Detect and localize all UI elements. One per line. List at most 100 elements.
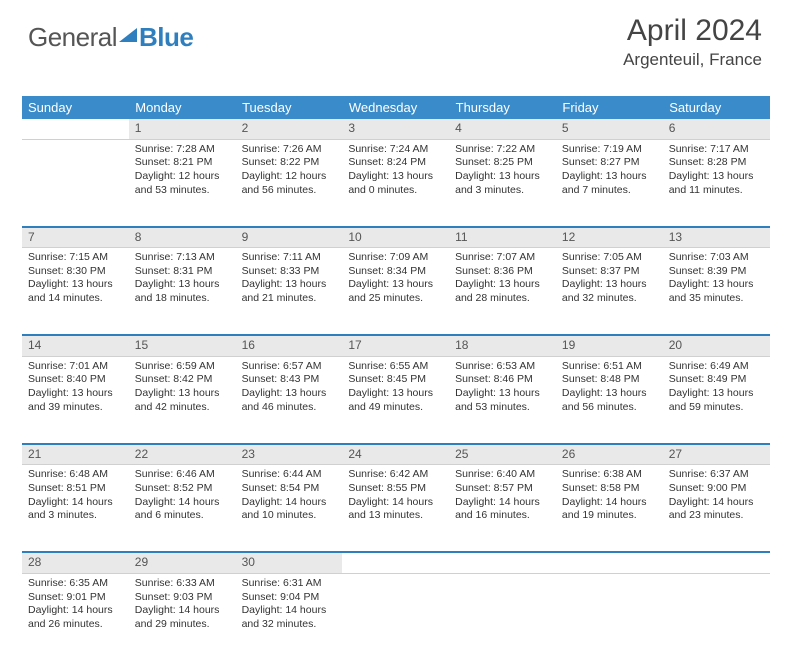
day-cell-content: Sunrise: 7:28 AMSunset: 8:21 PMDaylight:… — [129, 140, 236, 204]
day-cell: Sunrise: 6:37 AMSunset: 9:00 PMDaylight:… — [663, 465, 770, 553]
day-header: Saturday — [663, 96, 770, 119]
week-row: Sunrise: 6:35 AMSunset: 9:01 PMDaylight:… — [22, 573, 770, 660]
day-cell-content: Sunrise: 6:44 AMSunset: 8:54 PMDaylight:… — [236, 465, 343, 529]
week-row: Sunrise: 6:48 AMSunset: 8:51 PMDaylight:… — [22, 465, 770, 553]
brand-logo: General Blue — [28, 22, 193, 53]
day-cell: Sunrise: 6:38 AMSunset: 8:58 PMDaylight:… — [556, 465, 663, 553]
day-number: 25 — [449, 445, 556, 465]
day-number: 5 — [556, 119, 663, 139]
day-number — [22, 119, 129, 139]
day-header: Sunday — [22, 96, 129, 119]
day-cell: Sunrise: 6:31 AMSunset: 9:04 PMDaylight:… — [236, 573, 343, 660]
day-number: 17 — [342, 336, 449, 356]
day-number — [449, 553, 556, 573]
day-cell-content: Sunrise: 6:49 AMSunset: 8:49 PMDaylight:… — [663, 357, 770, 421]
week-row: Sunrise: 7:28 AMSunset: 8:21 PMDaylight:… — [22, 139, 770, 227]
day-number: 22 — [129, 445, 236, 465]
day-number: 27 — [663, 445, 770, 465]
day-cell: Sunrise: 6:40 AMSunset: 8:57 PMDaylight:… — [449, 465, 556, 553]
day-cell-content: Sunrise: 7:11 AMSunset: 8:33 PMDaylight:… — [236, 248, 343, 312]
day-cell-content: Sunrise: 7:24 AMSunset: 8:24 PMDaylight:… — [342, 140, 449, 204]
day-cell: Sunrise: 7:19 AMSunset: 8:27 PMDaylight:… — [556, 139, 663, 227]
day-cell: Sunrise: 6:46 AMSunset: 8:52 PMDaylight:… — [129, 465, 236, 553]
day-cell: Sunrise: 7:22 AMSunset: 8:25 PMDaylight:… — [449, 139, 556, 227]
day-number: 8 — [129, 228, 236, 248]
day-number-row: 123456 — [22, 119, 770, 139]
day-cell: Sunrise: 6:33 AMSunset: 9:03 PMDaylight:… — [129, 573, 236, 660]
day-cell-content: Sunrise: 7:19 AMSunset: 8:27 PMDaylight:… — [556, 140, 663, 204]
day-cell-content: Sunrise: 7:07 AMSunset: 8:36 PMDaylight:… — [449, 248, 556, 312]
day-cell: Sunrise: 7:09 AMSunset: 8:34 PMDaylight:… — [342, 248, 449, 336]
day-cell-content: Sunrise: 6:35 AMSunset: 9:01 PMDaylight:… — [22, 574, 129, 638]
day-number: 15 — [129, 336, 236, 356]
day-cell-content: Sunrise: 7:26 AMSunset: 8:22 PMDaylight:… — [236, 140, 343, 204]
day-cell-content: Sunrise: 6:33 AMSunset: 9:03 PMDaylight:… — [129, 574, 236, 638]
day-cell: Sunrise: 6:57 AMSunset: 8:43 PMDaylight:… — [236, 356, 343, 444]
day-number: 24 — [342, 445, 449, 465]
day-cell-content: Sunrise: 6:53 AMSunset: 8:46 PMDaylight:… — [449, 357, 556, 421]
day-cell-content: Sunrise: 6:31 AMSunset: 9:04 PMDaylight:… — [236, 574, 343, 638]
day-number: 21 — [22, 445, 129, 465]
day-number — [342, 553, 449, 573]
day-cell: Sunrise: 6:53 AMSunset: 8:46 PMDaylight:… — [449, 356, 556, 444]
day-number: 30 — [236, 553, 343, 573]
day-cell: Sunrise: 7:15 AMSunset: 8:30 PMDaylight:… — [22, 248, 129, 336]
day-cell-content: Sunrise: 7:13 AMSunset: 8:31 PMDaylight:… — [129, 248, 236, 312]
day-cell-content: Sunrise: 7:17 AMSunset: 8:28 PMDaylight:… — [663, 140, 770, 204]
day-cell: Sunrise: 6:48 AMSunset: 8:51 PMDaylight:… — [22, 465, 129, 553]
day-header: Tuesday — [236, 96, 343, 119]
day-number: 23 — [236, 445, 343, 465]
day-cell: Sunrise: 7:28 AMSunset: 8:21 PMDaylight:… — [129, 139, 236, 227]
day-cell: Sunrise: 7:13 AMSunset: 8:31 PMDaylight:… — [129, 248, 236, 336]
day-cell: Sunrise: 6:51 AMSunset: 8:48 PMDaylight:… — [556, 356, 663, 444]
day-cell: Sunrise: 7:01 AMSunset: 8:40 PMDaylight:… — [22, 356, 129, 444]
day-cell: Sunrise: 7:26 AMSunset: 8:22 PMDaylight:… — [236, 139, 343, 227]
day-cell: Sunrise: 7:03 AMSunset: 8:39 PMDaylight:… — [663, 248, 770, 336]
day-cell-content: Sunrise: 6:51 AMSunset: 8:48 PMDaylight:… — [556, 357, 663, 421]
day-number: 14 — [22, 336, 129, 356]
day-cell-content: Sunrise: 6:55 AMSunset: 8:45 PMDaylight:… — [342, 357, 449, 421]
day-number: 7 — [22, 228, 129, 248]
month-title: April 2024 — [623, 14, 762, 48]
day-header: Thursday — [449, 96, 556, 119]
day-cell — [449, 573, 556, 660]
day-cell: Sunrise: 7:17 AMSunset: 8:28 PMDaylight:… — [663, 139, 770, 227]
day-header: Friday — [556, 96, 663, 119]
day-cell: Sunrise: 6:35 AMSunset: 9:01 PMDaylight:… — [22, 573, 129, 660]
day-number-row: 21222324252627 — [22, 445, 770, 465]
day-cell-content: Sunrise: 6:46 AMSunset: 8:52 PMDaylight:… — [129, 465, 236, 529]
day-number-row: 14151617181920 — [22, 336, 770, 356]
day-number: 16 — [236, 336, 343, 356]
day-cell: Sunrise: 6:44 AMSunset: 8:54 PMDaylight:… — [236, 465, 343, 553]
day-number: 3 — [342, 119, 449, 139]
day-cell: Sunrise: 7:07 AMSunset: 8:36 PMDaylight:… — [449, 248, 556, 336]
day-cell-content: Sunrise: 7:22 AMSunset: 8:25 PMDaylight:… — [449, 140, 556, 204]
day-cell: Sunrise: 6:59 AMSunset: 8:42 PMDaylight:… — [129, 356, 236, 444]
day-number: 13 — [663, 228, 770, 248]
day-number: 6 — [663, 119, 770, 139]
day-number: 18 — [449, 336, 556, 356]
brand-text-2: Blue — [139, 22, 193, 52]
day-cell-content: Sunrise: 7:09 AMSunset: 8:34 PMDaylight:… — [342, 248, 449, 312]
day-cell-content: Sunrise: 6:57 AMSunset: 8:43 PMDaylight:… — [236, 357, 343, 421]
brand-text-1: General — [28, 22, 117, 52]
day-number: 28 — [22, 553, 129, 573]
week-row: Sunrise: 7:15 AMSunset: 8:30 PMDaylight:… — [22, 248, 770, 336]
day-cell: Sunrise: 6:55 AMSunset: 8:45 PMDaylight:… — [342, 356, 449, 444]
day-cell: Sunrise: 6:42 AMSunset: 8:55 PMDaylight:… — [342, 465, 449, 553]
day-cell-content: Sunrise: 6:48 AMSunset: 8:51 PMDaylight:… — [22, 465, 129, 529]
day-cell-content: Sunrise: 6:40 AMSunset: 8:57 PMDaylight:… — [449, 465, 556, 529]
day-number: 9 — [236, 228, 343, 248]
day-number-row: 78910111213 — [22, 228, 770, 248]
day-number: 2 — [236, 119, 343, 139]
day-cell-content: Sunrise: 6:42 AMSunset: 8:55 PMDaylight:… — [342, 465, 449, 529]
day-cell — [342, 573, 449, 660]
day-number-row: 282930 — [22, 553, 770, 573]
day-header-row: Sunday Monday Tuesday Wednesday Thursday… — [22, 96, 770, 119]
day-cell-content: Sunrise: 7:05 AMSunset: 8:37 PMDaylight:… — [556, 248, 663, 312]
title-block: April 2024 Argenteuil, France — [623, 14, 762, 70]
week-row: Sunrise: 7:01 AMSunset: 8:40 PMDaylight:… — [22, 356, 770, 444]
day-cell-content: Sunrise: 7:01 AMSunset: 8:40 PMDaylight:… — [22, 357, 129, 421]
day-number — [663, 553, 770, 573]
day-cell — [22, 139, 129, 227]
